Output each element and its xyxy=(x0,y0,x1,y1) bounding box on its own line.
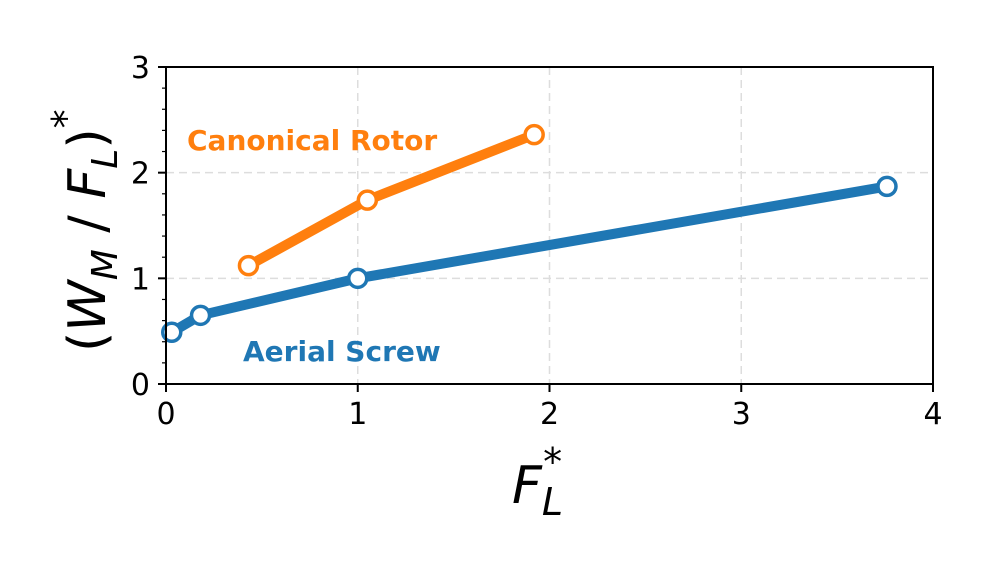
x-axis-title: FL* xyxy=(512,440,563,524)
y-axis-title-f-sub: L xyxy=(85,149,126,169)
data-point-canonical-rotor xyxy=(237,254,260,277)
axis-ticks: 0 1 2 3 4 0 1 2 3 xyxy=(131,51,943,432)
data-point-canonical-rotor xyxy=(523,123,545,146)
series-label-aerial-screw: Aerial Screw xyxy=(243,335,441,368)
x-tick-label-0: 0 xyxy=(156,397,175,432)
x-tick-label-4: 4 xyxy=(923,397,942,432)
x-tick-label-3: 3 xyxy=(732,397,751,432)
y-axis-title-close: ) xyxy=(58,128,118,148)
y-tick-label-2: 2 xyxy=(131,157,150,192)
data-point-aerial-screw xyxy=(347,267,369,290)
y-tick-label-0: 0 xyxy=(131,368,150,403)
series-label-canonical-rotor: Canonical Rotor xyxy=(187,124,437,157)
y-axis-title-open: ( xyxy=(58,332,118,352)
data-point-canonical-rotor xyxy=(356,189,379,211)
y-axis-title-slash: / xyxy=(58,199,118,250)
y-axis-title-w-sub: M xyxy=(85,249,126,280)
x-tick-label-1: 1 xyxy=(348,397,367,432)
x-axis-title-sup: * xyxy=(543,440,562,484)
series-line-aerial-screw xyxy=(166,181,892,338)
y-axis-title-w: W xyxy=(58,278,118,332)
x-tick-label-2: 2 xyxy=(540,397,559,432)
y-axis-title-f: F xyxy=(58,168,118,199)
y-tick-label-1: 1 xyxy=(131,262,150,297)
y-axis-title: (WM / FL)* xyxy=(44,109,126,352)
x-axis-title-sub: L xyxy=(542,480,563,524)
x-axis-title-base: F xyxy=(512,456,543,516)
data-point-aerial-screw xyxy=(161,321,183,343)
y-axis-title-sup: * xyxy=(44,109,88,128)
series-layer xyxy=(161,123,898,343)
y-tick-label-3: 3 xyxy=(131,51,150,86)
data-point-aerial-screw xyxy=(876,175,898,198)
grid-lines xyxy=(166,67,933,384)
data-point-aerial-screw xyxy=(189,304,212,327)
